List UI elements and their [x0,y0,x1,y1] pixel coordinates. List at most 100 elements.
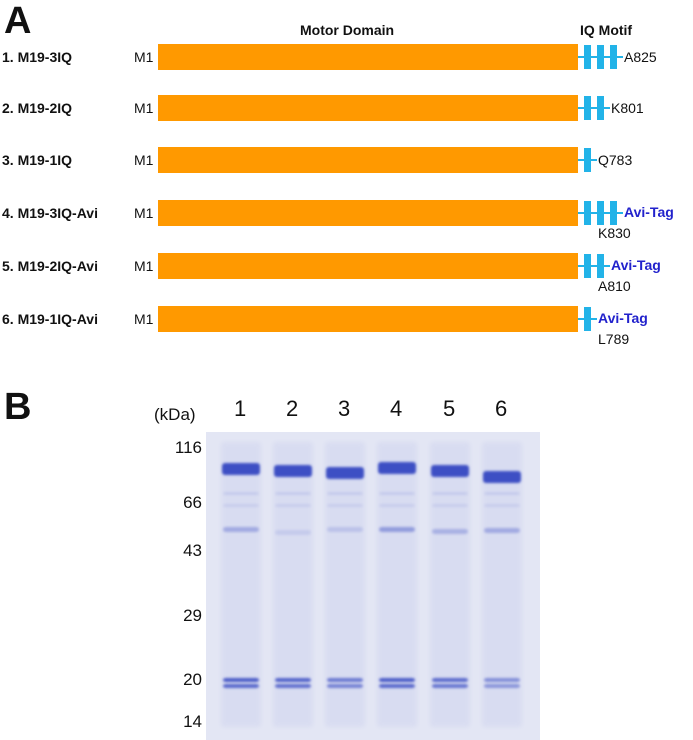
faint-band [275,504,311,507]
start-residue: M1 [134,258,154,274]
iq-linker [578,107,584,109]
heavy-chain-band [274,465,312,477]
heavy-chain-band [483,471,521,483]
faint-band [484,492,520,495]
heavy-chain-band [431,465,469,477]
construct-name: 6. M19-1IQ-Avi [2,311,98,327]
marker-label: 66 [183,493,202,512]
faint-band [223,492,259,495]
iq-linker [591,107,597,109]
lane-label: 4 [390,396,403,421]
faint-band [484,504,520,507]
iq-linker [591,212,597,214]
lane-label: 6 [495,396,508,421]
avi-tag-label: Avi-Tag [624,204,674,220]
light-chain-band [275,684,311,688]
iq-motif-box [584,148,591,172]
iq-motif-box [597,201,604,225]
lane-label: 3 [338,396,351,421]
iq-motif-box [597,96,604,120]
start-residue: M1 [134,311,154,327]
end-residue: K830 [598,225,631,241]
panel-a-label: A [4,0,32,42]
lane-smear [221,442,261,727]
light-chain-band [379,678,415,682]
faint-band [223,504,259,507]
end-residue: L789 [598,331,630,347]
faint-band [327,492,363,495]
iq-linker [578,159,584,161]
marker-label: 43 [183,541,202,560]
faint-band [379,504,415,507]
light-chain-band [432,678,468,682]
faint-band [432,492,468,495]
minor-band [432,529,468,534]
iq-motif-box [584,96,591,120]
iq-linker [578,56,584,58]
lane-label: 1 [234,396,247,421]
minor-band [379,527,415,532]
iq-motif-header: IQ Motif [580,22,633,38]
iq-motif-box [584,307,591,331]
sds-page-gel [206,432,540,740]
end-residue: A810 [598,278,631,294]
heavy-chain-band [222,463,260,475]
construct-name: 1. M19-3IQ [2,49,73,65]
minor-band [327,527,363,532]
iq-motif-box [610,45,617,69]
panel-b-label: B [4,386,32,428]
iq-linker [617,212,623,214]
lane-smear [430,442,470,727]
lane-smear [482,442,522,727]
iq-motif-box [610,201,617,225]
end-residue: A825 [624,49,657,65]
construct-name: 3. M19-1IQ [2,152,73,168]
construct-name: 5. M19-2IQ-Avi [2,258,98,274]
motor-domain-bar [158,200,578,226]
start-residue: M1 [134,49,154,65]
iq-motif-box [584,45,591,69]
end-residue: K801 [611,100,644,116]
minor-band [275,530,311,535]
motor-domain-bar [158,306,578,332]
iq-linker [578,212,584,214]
light-chain-band [327,684,363,688]
motor-domain-bar [158,147,578,173]
avi-tag-label: Avi-Tag [598,310,648,326]
minor-band [484,528,520,533]
light-chain-band [223,684,259,688]
light-chain-band [379,684,415,688]
faint-band [379,492,415,495]
light-chain-band [223,678,259,682]
iq-linker [591,265,597,267]
lane-smear [273,442,313,727]
marker-label: 20 [183,670,202,689]
construct-name: 2. M19-2IQ [2,100,73,116]
marker-label: 29 [183,606,202,625]
motor-domain-bar [158,95,578,121]
iq-linker [604,212,610,214]
motor-domain-bar [158,253,578,279]
iq-motif-box [597,254,604,278]
iq-linker [604,107,610,109]
faint-band [275,492,311,495]
faint-band [432,504,468,507]
iq-linker [591,56,597,58]
light-chain-band [484,684,520,688]
lane-label: 5 [443,396,456,421]
faint-band [327,504,363,507]
iq-linker [604,56,610,58]
lane-label: 2 [286,396,299,421]
iq-linker [617,56,623,58]
minor-band [223,527,259,532]
light-chain-band [327,678,363,682]
construct-name: 4. M19-3IQ-Avi [2,205,98,221]
motor-domain-header: Motor Domain [300,22,395,38]
heavy-chain-band [378,462,416,474]
start-residue: M1 [134,152,154,168]
start-residue: M1 [134,100,154,116]
iq-linker [578,265,584,267]
light-chain-band [484,678,520,682]
iq-motif-box [597,45,604,69]
kda-unit-label: (kDa) [154,405,196,424]
